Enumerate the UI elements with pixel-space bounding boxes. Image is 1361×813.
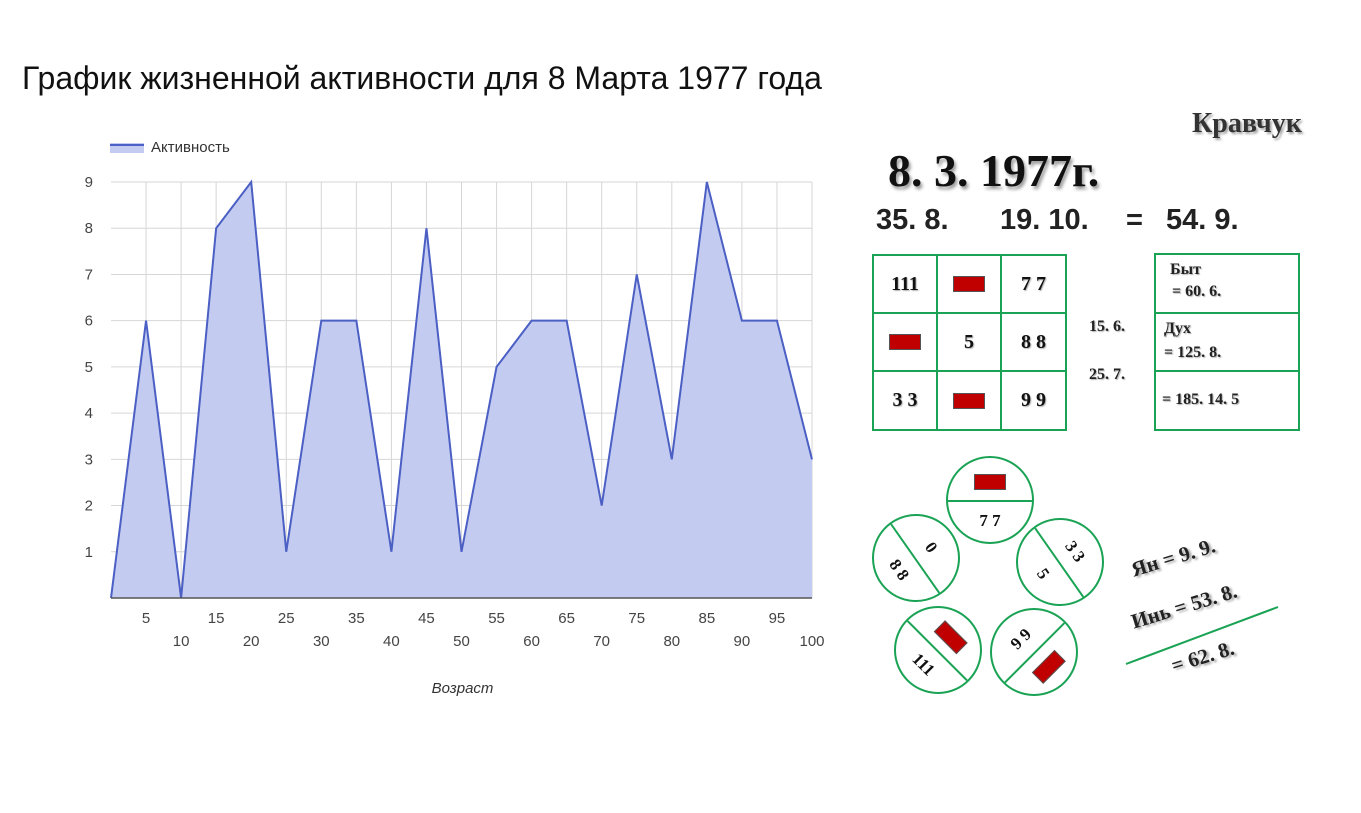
y-tick-label: 2 (85, 498, 93, 515)
total-box: = 185. 14. 5 (1154, 370, 1300, 431)
x-tick-label: 85 (699, 610, 716, 627)
y-tick-label: 9 (85, 174, 93, 191)
x-tick-label: 90 (734, 633, 751, 650)
circle-bottom-left: 111 (875, 587, 1001, 713)
side-label-second: 25. 7. (1089, 366, 1125, 383)
x-axis-title: Возраст (432, 680, 494, 697)
matrix-cell-2-3: 8 8 (1000, 312, 1067, 372)
byt-value: = 60. 6. (1172, 283, 1222, 300)
total-value: = 185. 14. 5 (1162, 391, 1240, 408)
page-title: График жизненной активности для 8 Марта … (22, 60, 822, 96)
circle-bottom-right: 9 9 (971, 589, 1097, 715)
side-label-first: 15. 6. (1089, 318, 1125, 335)
x-tick-label: 40 (383, 633, 400, 650)
x-tick-label: 30 (313, 633, 330, 650)
matrix-cell-2-1 (872, 312, 938, 372)
y-tick-label: 3 (85, 451, 93, 468)
empty-marker-icon (953, 276, 985, 292)
matrix-cell-1-1: 111 (872, 254, 938, 314)
sum-equals: = (1126, 204, 1143, 236)
yan-value: Ян = 9. 9. (1128, 533, 1219, 582)
x-tick-label: 60 (523, 633, 540, 650)
y-tick-label: 7 (85, 266, 93, 283)
x-tick-label: 25 (278, 610, 295, 627)
dukh-label: Дух (1164, 320, 1192, 337)
yin-yan-separator (1125, 606, 1279, 665)
matrix-cell-1-3: 7 7 (1000, 254, 1067, 314)
x-tick-label: 75 (628, 610, 645, 627)
empty-marker-icon (974, 474, 1006, 490)
chart-plot (110, 179, 813, 599)
sum-first: 35. 8. (876, 204, 949, 236)
chart-axes: 1234567895101520253035404550556065707580… (85, 174, 825, 697)
circle-top: 7 7 (946, 456, 1034, 544)
x-tick-label: 5 (142, 610, 150, 627)
x-tick-label: 50 (453, 633, 470, 650)
author-name: Кравчук (1192, 108, 1302, 139)
empty-marker-icon (953, 392, 985, 409)
x-tick-label: 35 (348, 610, 365, 627)
dukh-box: Дух = 125. 8. (1154, 312, 1300, 372)
y-tick-label: 8 (85, 220, 93, 237)
x-tick-label: 65 (558, 610, 575, 627)
empty-marker-icon (889, 334, 921, 350)
x-tick-label: 10 (173, 633, 190, 650)
x-tick-label: 15 (208, 610, 225, 627)
byt-box: Быт = 60. 6. (1154, 253, 1300, 314)
x-tick-label: 95 (769, 610, 786, 627)
x-tick-label: 100 (799, 633, 824, 650)
legend-label: Активность (151, 139, 230, 156)
matrix-cell-3-3: 9 9 (1000, 370, 1067, 431)
empty-marker-icon (933, 620, 968, 655)
matrix-cell-1-2 (936, 254, 1002, 314)
numerology-panel: Кравчук 8. 3. 1977г. 35. 8. 19. 10. = 54… (854, 100, 1340, 720)
empty-marker-icon (1031, 649, 1066, 684)
series-area (111, 182, 812, 598)
activity-chart: Активность 12345678951015202530354045505… (85, 139, 825, 697)
x-tick-label: 70 (593, 633, 610, 650)
y-tick-label: 1 (85, 544, 93, 561)
x-tick-label: 45 (418, 610, 435, 627)
y-tick-label: 5 (85, 359, 93, 376)
y-tick-label: 6 (85, 313, 93, 330)
y-tick-label: 4 (85, 405, 93, 422)
x-tick-label: 80 (663, 633, 680, 650)
matrix-cell-3-2 (936, 370, 1002, 431)
x-tick-label: 20 (243, 633, 260, 650)
byt-label: Быт (1170, 261, 1201, 278)
matrix-cell-2-2: 5 (936, 312, 1002, 372)
sum-total: 54. 9. (1166, 204, 1239, 236)
matrix-cell-3-1: 3 3 (872, 370, 938, 431)
sum-second: 19. 10. (1000, 204, 1089, 236)
x-tick-label: 55 (488, 610, 505, 627)
dukh-value: = 125. 8. (1164, 344, 1222, 361)
birth-date: 8. 3. 1977г. (888, 145, 1100, 196)
legend-swatch (110, 143, 144, 153)
chart-legend: Активность (110, 139, 230, 156)
